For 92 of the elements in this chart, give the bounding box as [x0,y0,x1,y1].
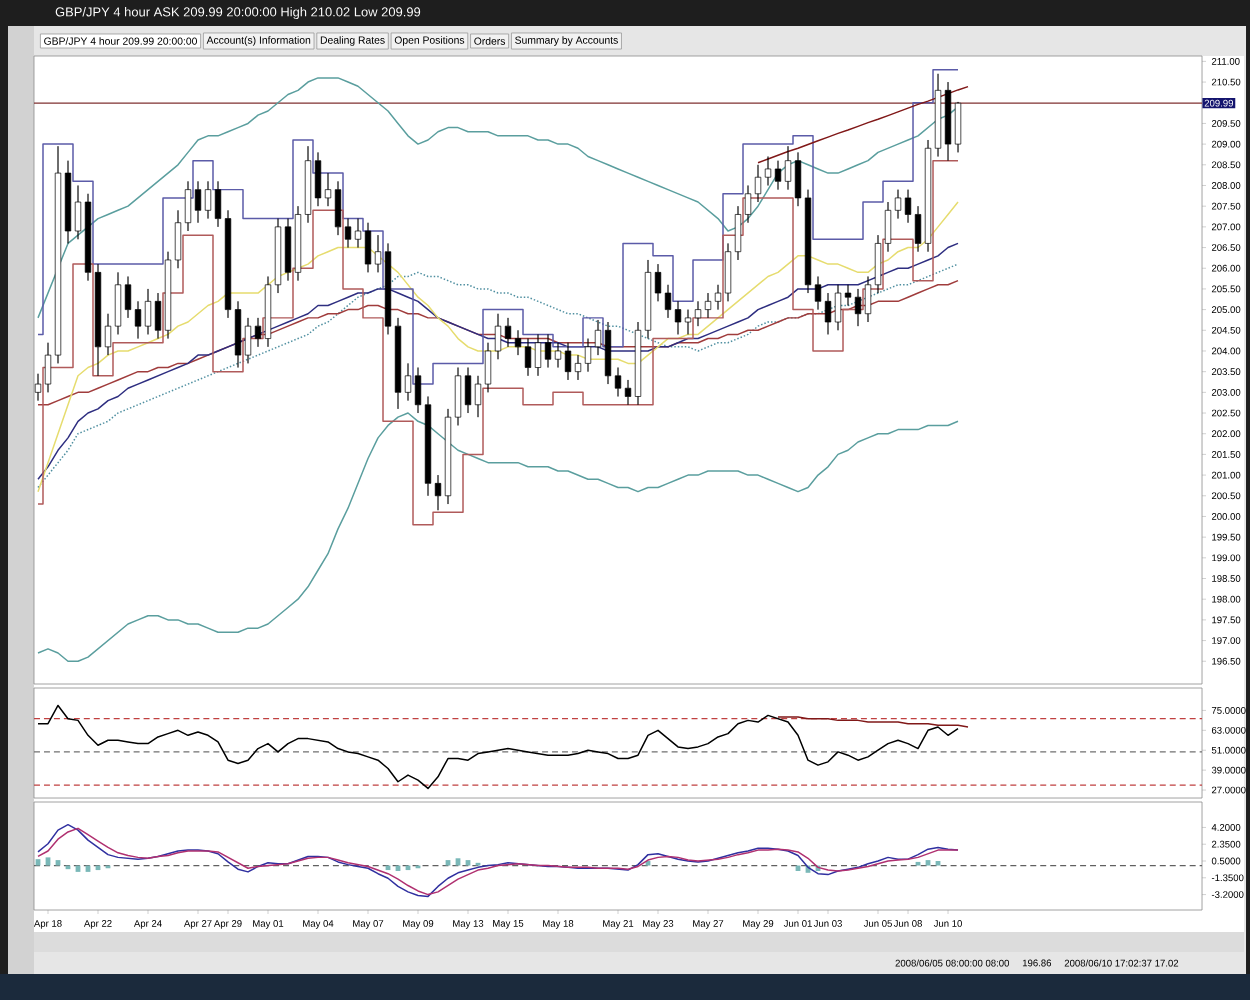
candlestick [404,363,412,401]
candlestick [44,342,52,393]
candlestick [824,292,832,335]
candlestick [694,300,702,327]
candlestick [274,218,282,294]
candlestick [484,342,492,393]
candlestick [614,367,622,397]
candlestick [204,181,212,219]
candlestick [394,317,402,410]
candlestick [234,300,242,368]
candlestick [124,276,132,319]
candlestick [504,317,512,348]
candlestick [244,317,252,364]
candlestick [434,474,442,511]
candlestick [174,209,182,269]
candlestick [384,243,392,335]
candlestick [784,145,792,190]
candlestick [774,160,782,190]
candlestick [654,263,662,302]
candlestick [364,222,372,273]
candlestick [294,205,302,281]
candlestick [684,309,692,335]
candlestick [734,205,742,261]
candlestick [574,354,582,381]
candlestick [564,342,572,381]
candlestick [444,408,452,505]
candlestick [594,319,602,356]
candlestick [914,205,922,253]
candlestick [144,288,152,335]
candlestick [194,181,202,224]
candlestick [304,145,312,224]
candlestick [674,300,682,335]
candlestick [884,201,892,253]
candlestick [514,329,522,356]
candlestick [74,185,82,240]
candlestick [904,189,912,224]
candlestick [374,234,382,273]
candlestick [874,234,882,294]
candlestick [114,272,122,335]
candlestick [704,292,712,319]
candlestick [54,145,62,364]
candlestick [744,185,752,224]
candlestick [134,300,142,339]
candlestick [864,276,872,323]
candlestick [584,338,592,373]
candlestick [764,156,772,186]
candlestick [224,209,232,319]
candlestick [64,160,72,244]
candlestick [214,181,222,228]
candlestick [474,375,482,418]
candlestick [724,243,732,302]
candlestick [604,321,612,385]
candlestick [854,288,862,327]
candlestick [264,276,272,348]
candlestick [334,181,342,236]
candlestick [104,313,112,356]
candlestick [844,284,852,306]
candlestick [314,152,322,207]
candlestick [834,284,842,331]
candlestick [954,101,962,153]
candlestick [254,317,262,348]
candlestick [944,81,952,162]
candlestick [324,172,332,207]
candlestick [814,276,822,310]
candlestick [424,396,432,497]
candlestick [644,259,652,339]
candlestick [454,367,462,426]
candlestick [804,189,812,294]
candlestick [754,164,762,203]
candlestick [794,152,802,207]
candlestick [164,251,172,339]
candlestick [184,181,192,232]
candlestick [344,218,352,248]
candlestick [464,367,472,414]
candlestick [284,218,292,281]
candlestick [414,367,422,414]
candlestick [544,334,552,368]
candlestick [664,284,672,319]
candlestick [634,321,642,406]
candlestick [524,338,532,377]
candlestick [624,379,632,406]
candlestick [534,334,542,377]
candlestick [894,189,902,219]
candlestick [934,73,942,157]
candlestick [924,139,932,253]
candlestick [714,284,722,310]
candlestick [354,218,362,248]
candlestick [94,263,102,377]
candlestick [554,342,562,368]
candlestick [494,313,502,360]
candlestick [154,292,162,339]
candlestick [84,193,92,281]
